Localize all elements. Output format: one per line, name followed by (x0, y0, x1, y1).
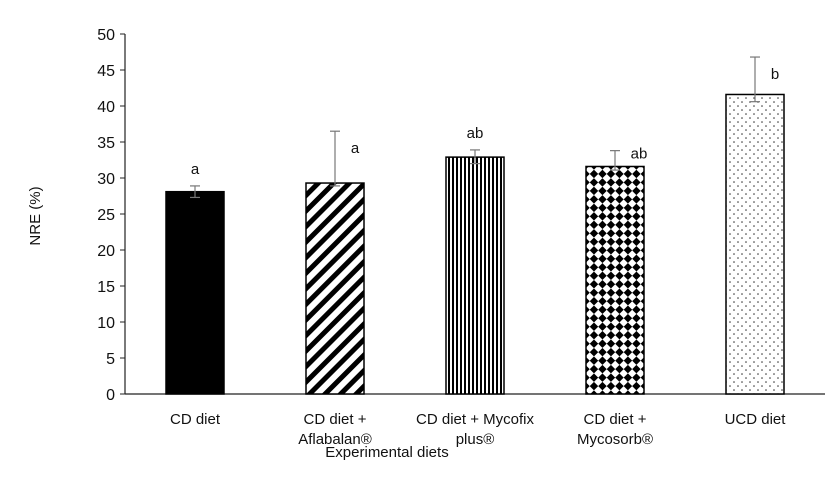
significance-label: a (351, 140, 360, 157)
error-bar (610, 150, 620, 171)
significance-label: ab (467, 125, 484, 142)
error-bar (330, 130, 340, 187)
y-tick-label: 20 (97, 243, 115, 260)
significance-label: b (771, 66, 779, 83)
y-axis: 0 5 10 15 20 25 30 35 40 45 50 (97, 27, 126, 404)
y-tick-label: 35 (97, 135, 115, 152)
x-tick-label: UCD diet (725, 411, 787, 428)
error-bar (470, 149, 480, 165)
significance-label: ab (631, 145, 648, 162)
bar (165, 190, 225, 395)
y-tick-label: 45 (97, 63, 115, 80)
y-axis-title: NRE (%) (27, 186, 44, 245)
significance-labels: a a ab ab b (191, 66, 779, 178)
error-bar (190, 185, 200, 199)
y-tick-label: 0 (106, 387, 115, 404)
y-tick-label: 5 (106, 351, 115, 368)
x-tick-label: CD diet + Mycofix plus® (416, 411, 534, 448)
x-axis: CD diet CD diet + Aflabalan® CD diet + Myco… (125, 393, 825, 448)
significance-label: a (191, 161, 200, 178)
bar (725, 93, 785, 395)
y-tick-label: 40 (97, 99, 115, 116)
y-tick-label: 50 (97, 27, 115, 44)
error-bars (190, 56, 760, 199)
y-tick-label: 10 (97, 315, 115, 332)
bar (445, 156, 505, 395)
x-axis-title: Experimental diets (325, 444, 448, 461)
error-bar (750, 56, 760, 103)
x-tick-label: CD diet + Mycosorb® (577, 411, 653, 448)
y-tick-label: 15 (97, 279, 115, 296)
bar-series (165, 93, 785, 395)
bar (585, 165, 645, 395)
y-tick-label: 30 (97, 171, 115, 188)
bar (305, 182, 365, 395)
x-tick-label: CD diet + Aflabalan® (298, 411, 372, 448)
y-tick-label: 25 (97, 207, 115, 224)
x-tick-label: CD diet (170, 411, 221, 428)
